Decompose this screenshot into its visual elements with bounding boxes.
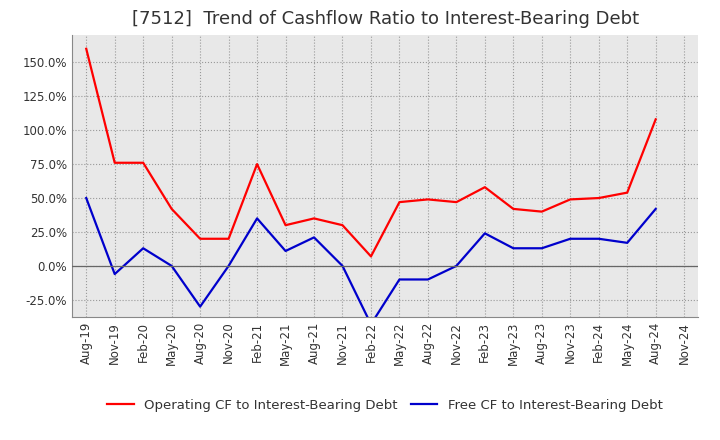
Free CF to Interest-Bearing Debt xyxy=(225,263,233,268)
Free CF to Interest-Bearing Debt xyxy=(652,206,660,212)
Operating CF to Interest-Bearing Debt xyxy=(282,223,290,228)
Free CF to Interest-Bearing Debt xyxy=(423,277,432,282)
Free CF to Interest-Bearing Debt xyxy=(253,216,261,221)
Free CF to Interest-Bearing Debt xyxy=(509,246,518,251)
Free CF to Interest-Bearing Debt xyxy=(480,231,489,236)
Free CF to Interest-Bearing Debt xyxy=(452,263,461,268)
Free CF to Interest-Bearing Debt xyxy=(196,304,204,309)
Operating CF to Interest-Bearing Debt xyxy=(82,46,91,51)
Legend: Operating CF to Interest-Bearing Debt, Free CF to Interest-Bearing Debt: Operating CF to Interest-Bearing Debt, F… xyxy=(102,394,668,417)
Operating CF to Interest-Bearing Debt xyxy=(652,117,660,122)
Free CF to Interest-Bearing Debt xyxy=(395,277,404,282)
Operating CF to Interest-Bearing Debt xyxy=(167,206,176,212)
Operating CF to Interest-Bearing Debt xyxy=(480,184,489,190)
Operating CF to Interest-Bearing Debt xyxy=(452,199,461,205)
Operating CF to Interest-Bearing Debt xyxy=(366,254,375,259)
Operating CF to Interest-Bearing Debt xyxy=(225,236,233,242)
Operating CF to Interest-Bearing Debt xyxy=(310,216,318,221)
Free CF to Interest-Bearing Debt xyxy=(537,246,546,251)
Free CF to Interest-Bearing Debt xyxy=(82,195,91,201)
Free CF to Interest-Bearing Debt xyxy=(595,236,603,242)
Free CF to Interest-Bearing Debt xyxy=(566,236,575,242)
Operating CF to Interest-Bearing Debt xyxy=(595,195,603,201)
Free CF to Interest-Bearing Debt xyxy=(623,240,631,246)
Operating CF to Interest-Bearing Debt xyxy=(139,160,148,165)
Operating CF to Interest-Bearing Debt xyxy=(423,197,432,202)
Free CF to Interest-Bearing Debt xyxy=(366,322,375,327)
Operating CF to Interest-Bearing Debt xyxy=(623,190,631,195)
Free CF to Interest-Bearing Debt xyxy=(110,271,119,277)
Free CF to Interest-Bearing Debt xyxy=(282,248,290,253)
Line: Free CF to Interest-Bearing Debt: Free CF to Interest-Bearing Debt xyxy=(86,198,656,324)
Operating CF to Interest-Bearing Debt xyxy=(196,236,204,242)
Operating CF to Interest-Bearing Debt xyxy=(395,199,404,205)
Free CF to Interest-Bearing Debt xyxy=(139,246,148,251)
Operating CF to Interest-Bearing Debt xyxy=(509,206,518,212)
Operating CF to Interest-Bearing Debt xyxy=(537,209,546,214)
Title: [7512]  Trend of Cashflow Ratio to Interest-Bearing Debt: [7512] Trend of Cashflow Ratio to Intere… xyxy=(132,10,639,28)
Operating CF to Interest-Bearing Debt xyxy=(338,223,347,228)
Free CF to Interest-Bearing Debt xyxy=(310,235,318,240)
Operating CF to Interest-Bearing Debt xyxy=(110,160,119,165)
Operating CF to Interest-Bearing Debt xyxy=(253,161,261,167)
Line: Operating CF to Interest-Bearing Debt: Operating CF to Interest-Bearing Debt xyxy=(86,49,656,257)
Operating CF to Interest-Bearing Debt xyxy=(566,197,575,202)
Free CF to Interest-Bearing Debt xyxy=(167,263,176,268)
Free CF to Interest-Bearing Debt xyxy=(338,263,347,268)
